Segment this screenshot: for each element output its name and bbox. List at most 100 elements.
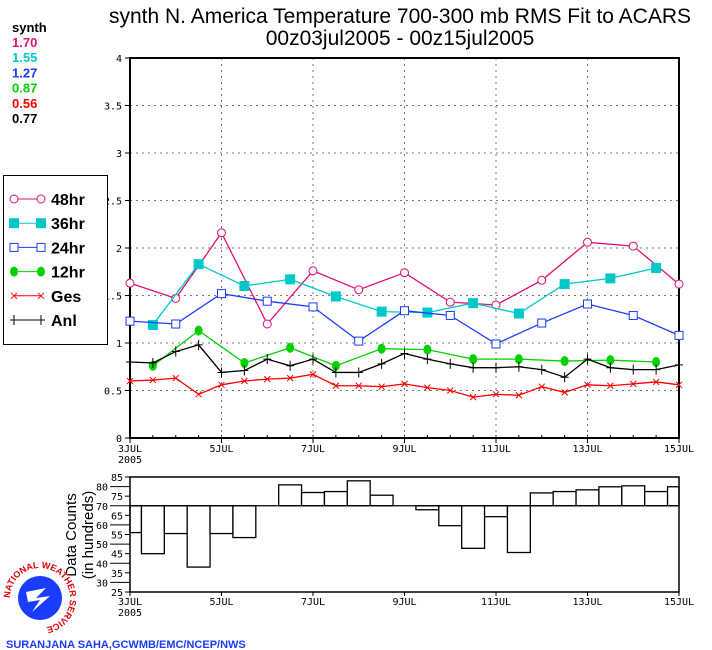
plot-frame <box>129 476 680 593</box>
data-point <box>537 318 547 328</box>
data-point <box>377 358 386 369</box>
count-bar <box>163 505 188 535</box>
data-point <box>148 357 157 368</box>
data-point <box>629 380 637 388</box>
data-point <box>445 297 455 307</box>
data-point <box>583 299 592 309</box>
data-point <box>628 310 638 320</box>
data-point <box>560 372 569 383</box>
data-point <box>606 362 615 373</box>
legend-marker <box>37 266 45 277</box>
y-tick-label: 4 <box>116 54 122 65</box>
y-tick-label: 35 <box>111 569 123 580</box>
data-point <box>195 390 202 398</box>
data-point <box>491 339 501 349</box>
data-point <box>354 285 364 295</box>
data-point <box>194 325 203 336</box>
data-point <box>309 370 317 378</box>
data-point <box>126 377 134 385</box>
data-point <box>560 356 569 367</box>
data-point <box>629 364 638 375</box>
data-point <box>446 387 454 394</box>
count-bar <box>644 490 669 507</box>
count-bar <box>346 480 371 507</box>
data-point <box>332 382 340 390</box>
rms-line-chart: 0 0.5 1 1.5 2 2.5 3 3.5 4 3JUL 5JUL 7JUL 9JUL 11JUL 13… <box>104 54 694 466</box>
legend-item-ges: Ges <box>10 289 81 306</box>
data-point <box>628 241 638 251</box>
data-point <box>492 390 500 398</box>
data-point <box>126 357 134 367</box>
data-point <box>469 354 478 365</box>
stats-label: synth <box>12 20 47 35</box>
data-point <box>584 381 591 389</box>
series-48hr <box>125 228 684 329</box>
data-point <box>492 362 500 373</box>
data-point <box>308 266 318 276</box>
legend-item-anl: Anl <box>10 313 77 330</box>
data-point <box>652 357 661 367</box>
count-bar <box>666 486 680 507</box>
legend-item-36hr: 36hr <box>9 216 85 233</box>
chart-subtitle: 00z03jul2005 - 00z15jul2005 <box>266 27 535 50</box>
data-point <box>241 377 248 385</box>
count-bar <box>369 494 394 507</box>
y-tick-label: 0.5 <box>104 387 122 398</box>
data-point <box>149 376 157 384</box>
legend-marker <box>36 194 46 204</box>
data-point <box>605 273 616 284</box>
data-point <box>330 291 341 302</box>
y-tick-label: 50 <box>96 540 108 551</box>
data-point <box>468 298 479 309</box>
data-point <box>218 381 225 389</box>
legend-box <box>3 175 108 345</box>
count-bar <box>278 484 303 507</box>
data-point <box>583 354 592 365</box>
stat-value: 1.70 <box>12 35 37 50</box>
legend-marker <box>36 218 46 229</box>
data-point <box>583 237 592 247</box>
x-tick-label: 9JUL <box>392 597 416 608</box>
count-bar <box>529 492 554 507</box>
count-bar <box>575 489 600 507</box>
stat-value: 0.56 <box>12 96 37 111</box>
data-point <box>469 393 477 401</box>
data-point <box>469 362 478 373</box>
plot-frame <box>129 57 680 439</box>
data-point <box>286 360 295 371</box>
y-axis-label-line2: (in hundreds) <box>80 491 97 579</box>
data-point <box>286 374 294 382</box>
series-ges <box>126 370 683 401</box>
series-12hr <box>148 325 661 371</box>
count-bar <box>232 505 257 539</box>
data-point <box>240 365 249 376</box>
data-point <box>125 316 135 326</box>
data-point <box>285 274 296 285</box>
x-tick-label: 3JUL <box>118 444 142 455</box>
x-tick-label: 11JUL <box>481 444 511 455</box>
legend: 48hr 36hr 24hr 12hr Ges Anl <box>3 175 108 345</box>
legend-item-24hr: 24hr <box>9 240 85 257</box>
data-point <box>537 275 547 285</box>
count-bar <box>140 505 165 555</box>
data-point <box>217 289 226 299</box>
x-tick-label: 11JUL <box>481 597 511 608</box>
data-point <box>652 364 661 375</box>
legend-label: 36hr <box>51 216 85 233</box>
data-point <box>515 391 523 399</box>
data-point <box>376 306 387 317</box>
y-tick-label: 55 <box>111 531 123 542</box>
legend-label: 48hr <box>51 192 85 209</box>
legend-marker <box>10 292 18 300</box>
chart-title: synth N. America Temperature 700-300 mb … <box>109 5 691 28</box>
data-point <box>538 383 546 391</box>
data-point <box>354 367 363 378</box>
stat-value: 1.27 <box>12 65 37 80</box>
count-bar <box>186 505 211 568</box>
count-bar <box>598 486 623 507</box>
y-axis-label: Data Counts (in hundreds) <box>63 491 97 579</box>
legend-label: 12hr <box>51 265 85 282</box>
x-year-label: 2005 <box>118 455 142 466</box>
